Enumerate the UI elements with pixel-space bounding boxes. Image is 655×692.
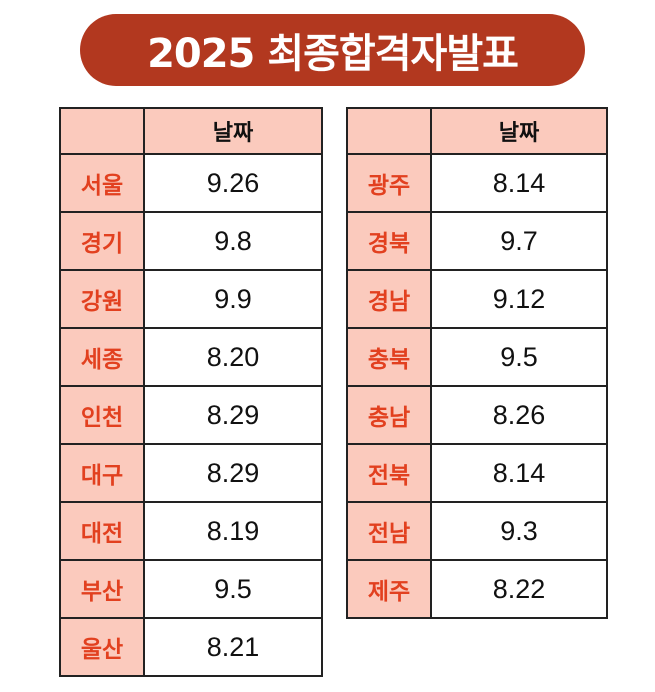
table-row: 경북 9.7 (346, 211, 608, 271)
date-cell: 9.3 (430, 501, 608, 561)
date-cell: 8.22 (430, 559, 608, 619)
region-cell: 전남 (346, 501, 432, 561)
date-cell: 8.14 (430, 443, 608, 503)
header-blank-cell (346, 107, 432, 155)
table-row: 광주 8.14 (346, 153, 608, 213)
table-row: 강원 9.9 (59, 269, 323, 329)
table-row: 경남 9.12 (346, 269, 608, 329)
table-row: 부산 9.5 (59, 559, 323, 619)
date-cell: 9.7 (430, 211, 608, 271)
region-cell: 경기 (59, 211, 145, 271)
table-row: 인천 8.29 (59, 385, 323, 445)
date-column-header: 날짜 (430, 107, 608, 155)
region-cell: 제주 (346, 559, 432, 619)
table-row: 전북 8.14 (346, 443, 608, 503)
region-cell: 세종 (59, 327, 145, 387)
table-row: 서울 9.26 (59, 153, 323, 213)
region-cell: 전북 (346, 443, 432, 503)
date-cell: 8.14 (430, 153, 608, 213)
region-cell: 부산 (59, 559, 145, 619)
region-cell: 대전 (59, 501, 145, 561)
table-header-row: 날짜 (59, 107, 323, 155)
table-row: 울산 8.21 (59, 617, 323, 677)
region-cell: 충북 (346, 327, 432, 387)
date-cell: 9.9 (143, 269, 323, 329)
date-cell: 8.19 (143, 501, 323, 561)
table-row: 세종 8.20 (59, 327, 323, 387)
header-blank-cell (59, 107, 145, 155)
date-cell: 9.26 (143, 153, 323, 213)
region-cell: 서울 (59, 153, 145, 213)
region-cell: 경북 (346, 211, 432, 271)
title-banner: 2025 최종합격자발표 (80, 14, 585, 86)
date-cell: 9.8 (143, 211, 323, 271)
region-cell: 광주 (346, 153, 432, 213)
region-cell: 울산 (59, 617, 145, 677)
table-row: 충남 8.26 (346, 385, 608, 445)
schedule-table-left: 날짜 서울 9.26 경기 9.8 강원 9.9 세종 8.20 인천 8.29 대구 8.29 대전 8… (59, 107, 323, 677)
date-cell: 8.26 (430, 385, 608, 445)
date-column-header: 날짜 (143, 107, 323, 155)
date-cell: 8.21 (143, 617, 323, 677)
table-header-row: 날짜 (346, 107, 608, 155)
table-row: 대전 8.19 (59, 501, 323, 561)
date-cell: 8.29 (143, 443, 323, 503)
table-row: 대구 8.29 (59, 443, 323, 503)
table-row: 전남 9.3 (346, 501, 608, 561)
date-cell: 9.5 (430, 327, 608, 387)
date-cell: 9.12 (430, 269, 608, 329)
region-cell: 대구 (59, 443, 145, 503)
region-cell: 충남 (346, 385, 432, 445)
table-row: 충북 9.5 (346, 327, 608, 387)
table-row: 경기 9.8 (59, 211, 323, 271)
date-cell: 9.5 (143, 559, 323, 619)
date-cell: 8.29 (143, 385, 323, 445)
region-cell: 경남 (346, 269, 432, 329)
region-cell: 강원 (59, 269, 145, 329)
date-cell: 8.20 (143, 327, 323, 387)
page-title: 2025 최종합격자발표 (147, 31, 519, 77)
schedule-table-right: 날짜 광주 8.14 경북 9.7 경남 9.12 충북 9.5 충남 8.26 전북 8.14 전남 9… (346, 107, 608, 619)
region-cell: 인천 (59, 385, 145, 445)
table-row: 제주 8.22 (346, 559, 608, 619)
